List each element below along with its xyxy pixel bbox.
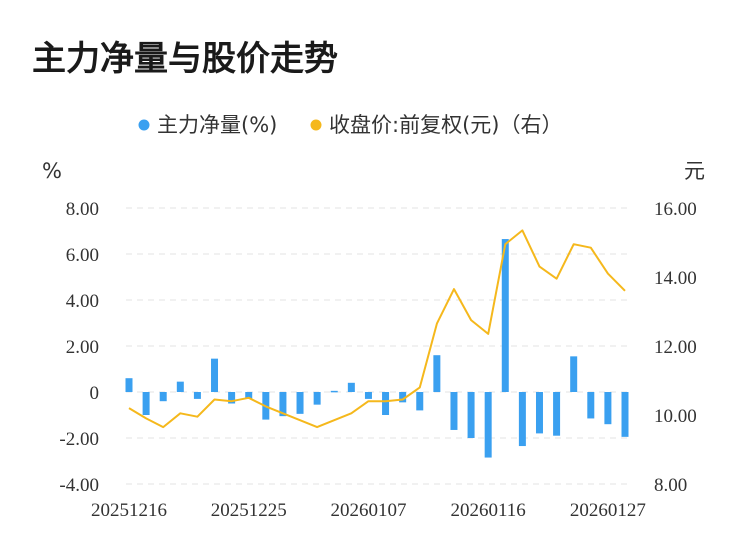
- net-volume-bar: [142, 392, 150, 415]
- chart-title: 主力净量与股价走势: [32, 39, 338, 79]
- legend-marker-net-volume: [138, 119, 150, 131]
- net-volume-bar: [382, 392, 390, 415]
- y-right-tick-label: 8.00: [654, 475, 687, 496]
- net-volume-bar: [347, 382, 355, 392]
- y-right-tick-label: 14.00: [654, 268, 697, 289]
- net-volume-bar: [587, 392, 595, 419]
- net-volume-bar: [211, 358, 219, 392]
- x-tick-label: 20251225: [211, 500, 287, 521]
- close-price-line: [128, 229, 626, 429]
- net-volume-bar: [621, 392, 629, 437]
- y-left-tick-label: 2.00: [66, 337, 99, 358]
- net-volume-bar: [228, 392, 236, 404]
- gridlines: [126, 207, 628, 485]
- net-volume-bar: [553, 392, 561, 436]
- y-right-tick-label: 16.00: [654, 199, 697, 220]
- net-volume-bar: [125, 378, 133, 392]
- y-right-tick-label: 12.00: [654, 337, 697, 358]
- net-volume-bar: [399, 392, 407, 403]
- net-volume-bar: [450, 392, 458, 430]
- x-axis: 20251216 20251225 20260107 20260116 20260127: [91, 500, 646, 521]
- net-volume-bar: [416, 392, 424, 411]
- net-volume-bar: [570, 356, 578, 392]
- legend: 主力净量(%) 收盘价:前复权(元)（右）: [138, 113, 562, 137]
- net-volume-bar: [193, 392, 201, 399]
- y-left-tick-label: 6.00: [66, 245, 99, 266]
- net-volume-bar: [313, 392, 321, 405]
- net-volume-bar: [501, 239, 509, 392]
- y-right-unit: 元: [684, 159, 705, 183]
- x-tick-label: 20260107: [330, 500, 406, 521]
- x-tick-label: 20260127: [570, 500, 646, 521]
- net-volume-bar: [484, 392, 492, 458]
- close-price-line-layer: [128, 229, 626, 429]
- legend-label-close-price: 收盘价:前复权(元)（右）: [329, 113, 562, 137]
- net-volume-bar: [176, 381, 184, 392]
- y-left-tick-label: -4.00: [59, 475, 99, 496]
- net-volume-bar: [433, 355, 441, 392]
- legend-label-net-volume: 主力净量(%): [157, 113, 277, 137]
- net-volume-bar: [364, 392, 372, 399]
- y-right-tick-label: 10.00: [654, 406, 697, 427]
- net-volume-bar: [159, 392, 167, 402]
- net-volume-bar: [604, 392, 612, 425]
- x-tick-label: 20251216: [91, 500, 167, 521]
- net-volume-bar: [467, 392, 475, 438]
- y-left-tick-label: 4.00: [66, 291, 99, 312]
- net-volume-bar: [296, 392, 304, 414]
- y-left-tick-label: 8.00: [66, 199, 99, 220]
- y-left-unit: %: [42, 159, 62, 183]
- net-volume-bar: [330, 390, 338, 393]
- net-volume-bar: [245, 392, 253, 399]
- y-left-tick-label: 0: [90, 383, 100, 404]
- net-volume-bar: [535, 392, 543, 434]
- legend-marker-close-price: [310, 119, 322, 131]
- y-right-axis: 16.00 14.00 12.00 10.00 8.00: [654, 199, 697, 496]
- x-tick-label: 20260116: [451, 500, 526, 521]
- y-left-tick-label: -2.00: [59, 429, 99, 450]
- net-volume-bar: [279, 392, 287, 417]
- net-volume-bar: [518, 392, 526, 447]
- y-left-axis: 8.00 6.00 4.00 2.00 0 -2.00 -4.00: [59, 199, 99, 496]
- net-volume-bars: [125, 239, 629, 458]
